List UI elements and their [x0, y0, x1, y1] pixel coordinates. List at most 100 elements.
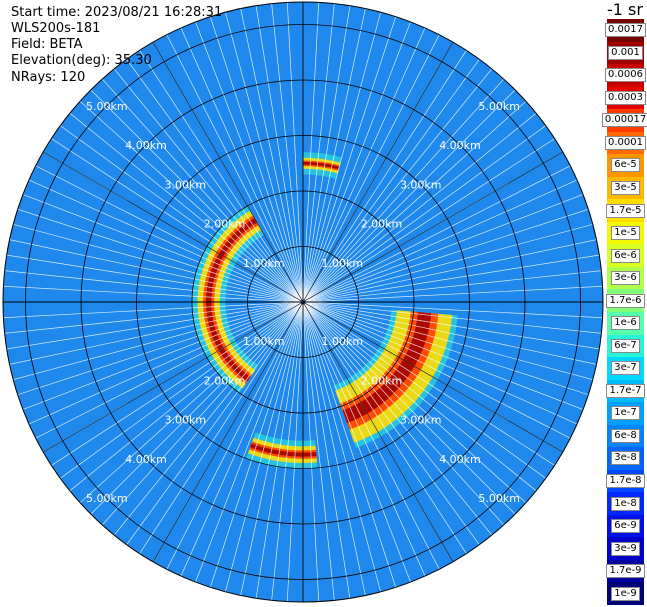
ray-line: [71, 303, 302, 534]
ring-label: 2.00km: [204, 374, 246, 387]
ray-line: [303, 304, 355, 602]
colorbar-label: 1.7e-5: [606, 203, 645, 218]
ray-line: [305, 250, 603, 302]
ray-line: [3, 302, 301, 371]
ray-line: [96, 303, 302, 557]
ray-line: [304, 303, 523, 546]
ring-label: 2.00km: [204, 218, 246, 231]
colorbar-label: 1e-8: [611, 496, 640, 511]
ray-line: [285, 304, 304, 602]
colorbar-swatch: 1e-8: [607, 492, 644, 515]
ray-line: [59, 303, 302, 522]
ppi-scan-plot: 1.00km 1.00km 1.00km 1.00km 2.00km 2.00km 2.00…: [2, 1, 604, 603]
ring-label: 1.00km: [243, 257, 285, 270]
colorbar-label: 3e-5: [611, 181, 640, 196]
colorbar-swatch: 0.0003: [605, 86, 646, 110]
colorbar-label: 1e-6: [611, 316, 640, 331]
ray-line: [3, 250, 301, 302]
colorbar-swatch: 0.0017: [605, 19, 646, 42]
colorbar-label: 1.7e-6: [606, 293, 645, 308]
ray-line: [305, 109, 569, 301]
ring-label: 1.00km: [243, 335, 285, 348]
colorbar-label: 6e-9: [611, 519, 640, 534]
ray-line: [304, 36, 496, 300]
ray-line: [305, 168, 603, 302]
ring-label: 1.00km: [321, 335, 363, 348]
colorbar-swatch: 3e-7: [607, 357, 644, 380]
ray-line: [268, 304, 304, 602]
ray-line: [3, 184, 301, 302]
ray-line: [251, 2, 303, 300]
colorbar-swatch: 3e-6: [607, 266, 644, 290]
ray-line: [124, 304, 302, 577]
colorbar-swatch: 1.7e-7: [606, 379, 645, 403]
colorbar-swatch: 1e-9: [607, 582, 644, 605]
ray-line: [304, 304, 482, 577]
colorbar-label: 1.7e-9: [606, 564, 645, 579]
colorbar-swatch: 6e-6: [607, 244, 644, 267]
colorbar-label: 6e-7: [611, 338, 640, 353]
ray-line: [303, 304, 437, 602]
ray-line: [285, 2, 304, 300]
ray-line: [48, 303, 302, 509]
colorbar-label: 0.0006: [605, 68, 646, 83]
colorbar-label: 3e-9: [611, 541, 640, 556]
ray-line: [3, 216, 301, 302]
backscatter-arc: [250, 443, 317, 457]
ray-line: [305, 216, 603, 302]
colorbar-swatch: 0.0001: [605, 131, 646, 155]
colorbar-label: 1e-9: [611, 586, 640, 601]
ray-line: [83, 58, 302, 301]
colorbar-label: 0.0017: [605, 23, 646, 38]
colorbar-label: 6e-5: [611, 158, 640, 173]
ray-line: [83, 303, 302, 546]
ray-line: [201, 304, 303, 602]
ring-label: 3.00km: [164, 178, 206, 191]
ray-line: [217, 304, 303, 602]
ray-line: [303, 10, 452, 300]
ray-line: [217, 2, 303, 300]
ray-line: [11, 302, 301, 451]
colorbar-label: 6e-8: [611, 428, 640, 443]
ray-line: [305, 184, 603, 302]
ring-label: 5.00km: [478, 492, 520, 505]
ray-line: [3, 302, 301, 436]
colorbar-swatch: 1.7e-5: [606, 199, 645, 222]
ray-line: [3, 168, 301, 302]
ray-line: [251, 304, 303, 602]
ring-label: 1.00km: [321, 257, 363, 270]
ray-line: [3, 302, 301, 388]
ring-label: 4.00km: [125, 453, 167, 466]
ray-line: [96, 47, 302, 301]
ray-line: [48, 95, 302, 301]
ring-label: 5.00km: [86, 100, 128, 113]
ray-line: [305, 302, 603, 420]
field-label: Field: BETA: [11, 37, 83, 52]
ray-line: [303, 304, 421, 602]
ray-line: [11, 153, 301, 302]
ray-line: [169, 2, 303, 300]
ray-line: [305, 284, 603, 303]
ray-line: [71, 70, 302, 301]
ray-line: [303, 304, 372, 602]
ray-line: [304, 58, 523, 301]
colorbar-swatch: 1e-5: [607, 221, 644, 245]
colorbar-swatch: 0.00017: [601, 109, 647, 132]
colorbar-swatch: 6e-5: [607, 154, 644, 177]
ray-line: [303, 2, 405, 300]
colorbar-label: 0.0003: [605, 90, 646, 105]
backscatter-arc: [342, 312, 432, 423]
ray-line: [303, 2, 421, 300]
ray-line: [305, 200, 603, 302]
ray-line: [304, 303, 558, 509]
instrument-label: WLS200s-181: [11, 21, 101, 36]
ray-line: [185, 304, 303, 602]
ring-label: 3.00km: [164, 414, 206, 427]
colorbar-label: 3e-8: [611, 451, 640, 466]
colorbar-unit: -1 sr: [607, 0, 643, 19]
colorbar: 0.0017 0.001 0.0006 0.0003 0.00017 0.0001 6e-5…: [601, 19, 647, 605]
ray-line: [305, 302, 603, 388]
ray-line: [3, 302, 301, 354]
ring-label: 5.00km: [478, 100, 520, 113]
ring-label: 3.00km: [400, 178, 442, 191]
